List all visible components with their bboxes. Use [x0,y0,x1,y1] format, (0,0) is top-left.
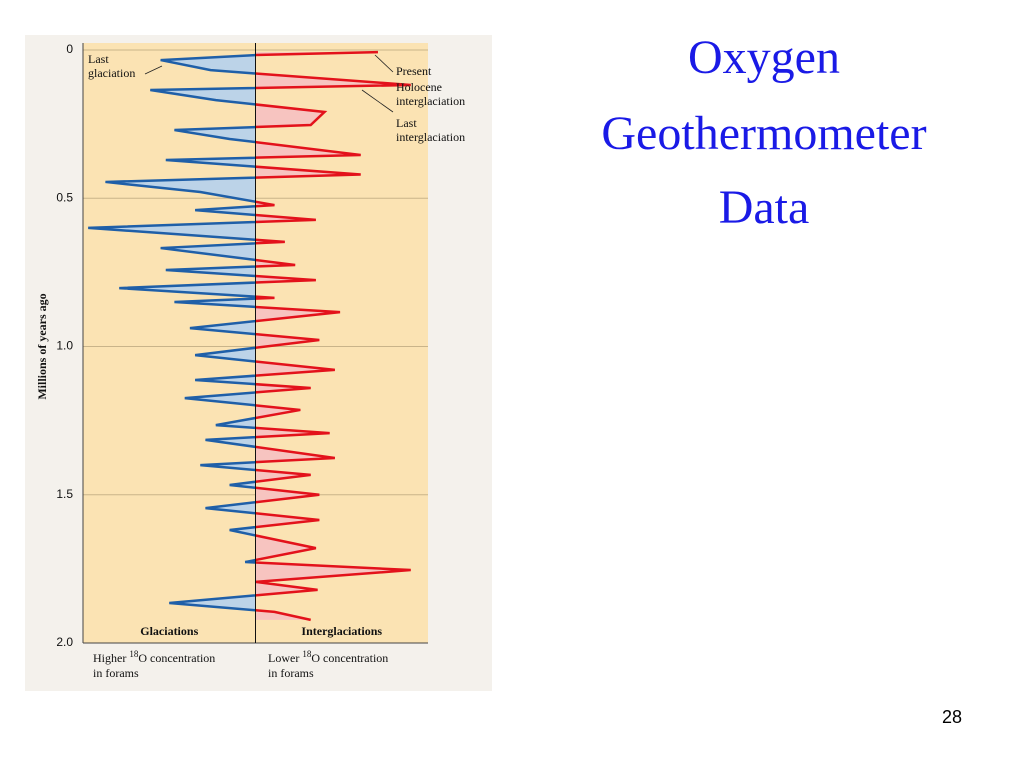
glaciation-line [88,53,256,612]
side-heading: Glaciations [140,624,198,638]
annotation: interglaciation [396,94,465,108]
page-number: 28 [942,707,962,727]
caption-text: Lower [268,651,302,665]
caption: Lower 18O concentration [268,649,388,665]
y-tick-label: 2.0 [56,635,73,649]
annotation: glaciation [88,66,135,80]
y-tick-label: 1.5 [56,487,73,501]
y-axis-label: Millions of years ago [35,293,49,399]
interglaciation-area [255,52,411,620]
caption-text: O concentration [311,651,388,665]
slide-title: Data [719,181,810,234]
y-tick-label: 0.5 [56,190,73,204]
annotation: Holocene [396,80,442,94]
annotation: Last [88,52,109,66]
caption-text: O concentration [138,651,215,665]
caption-text: Higher [93,651,129,665]
caption: in forams [93,666,139,680]
y-tick-label: 0 [66,42,73,56]
y-tick-label: 1.0 [56,339,73,353]
side-heading: Interglaciations [301,624,382,638]
annotation: interglaciation [396,130,465,144]
caption: in forams [268,666,314,680]
superscript: 18 [302,649,312,659]
superscript: 18 [129,649,139,659]
slide-title: Oxygen [688,31,840,84]
slide-title: Geothermometer [601,107,926,160]
interglaciation-line [255,50,411,622]
annotation: Last [396,116,417,130]
leader-lines [144,54,394,113]
caption: Higher 18O concentration [93,649,215,665]
annotation: Present [396,64,432,78]
